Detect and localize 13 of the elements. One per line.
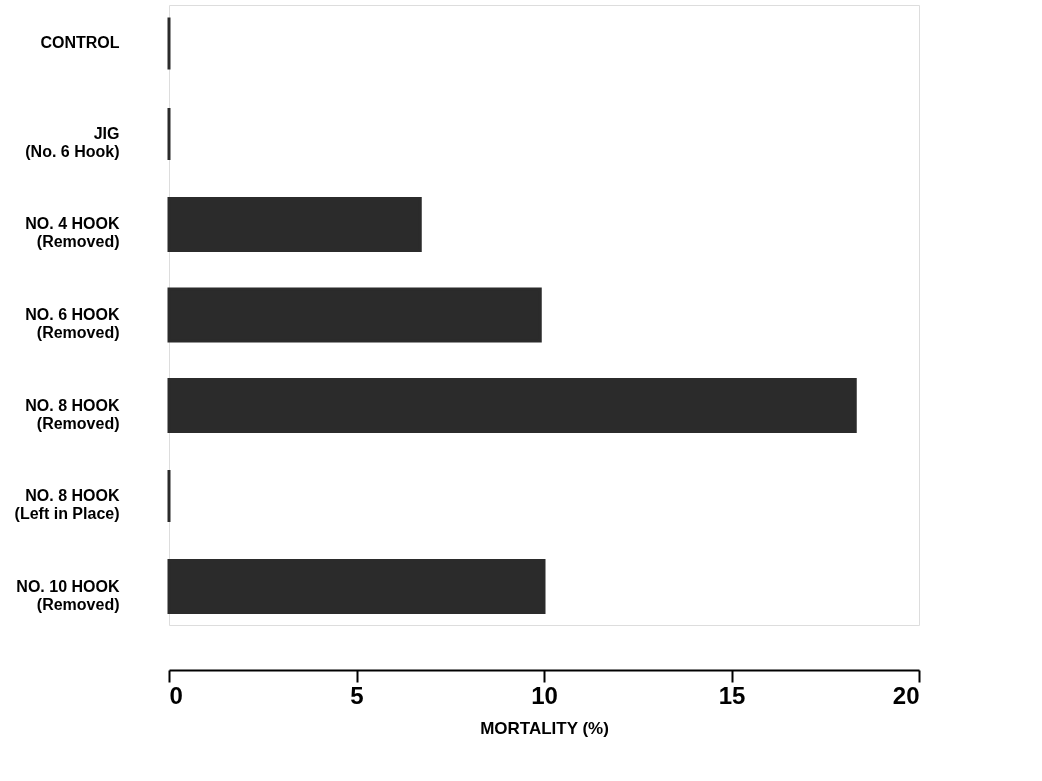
x-tick-label: 15 [718, 681, 746, 709]
x-tick-label: 5 [350, 681, 364, 709]
x-tick-label: 0 [169, 681, 183, 709]
y-tick-label: CONTROL [40, 34, 120, 52]
x-tick-label: 10 [531, 681, 558, 709]
y-tick-label: NO. 4 HOOK (Removed) [25, 215, 120, 251]
y-tick-label: NO. 10 HOOK (Removed) [16, 577, 120, 613]
x-axis-title: MORTALITY (%) [480, 718, 609, 738]
y-tick-label: NO. 8 HOOK (Left in Place) [14, 487, 120, 523]
x-tick-label: 20 [892, 681, 920, 709]
y-tick-label: NO. 6 HOOK (Removed) [25, 306, 120, 341]
y-tick-label: JIG (No. 6 Hook) [25, 124, 120, 160]
y-tick-label: NO. 8 HOOK (Removed) [25, 396, 120, 432]
